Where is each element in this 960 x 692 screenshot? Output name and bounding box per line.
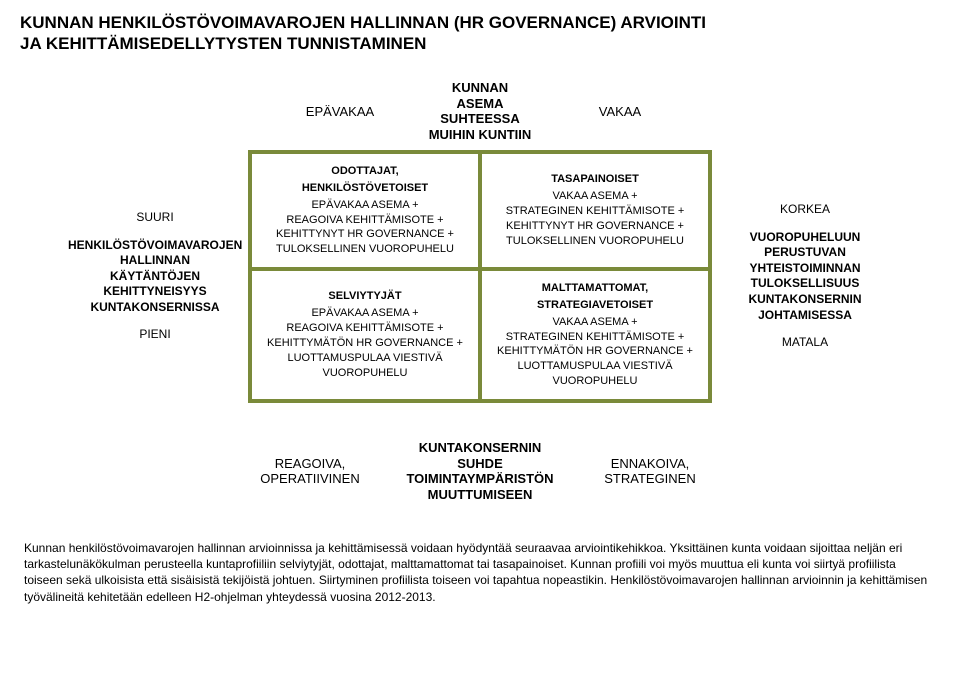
axis-bottom: REAGOIVA, OPERATIIVINEN KUNTAKONSERNIN S… [0,440,960,502]
axis-bottom-right-label: ENNAKOIVA, STRATEGINEN [575,456,725,486]
matrix-container: SUURI HENKILÖSTÖVOIMAVAROJEN HALLINNAN K… [0,150,960,403]
quadrant-grid: ODOTTAJAT, HENKILÖSTÖVETOISET EPÄVAKAA A… [248,150,712,403]
left-axis-label: HENKILÖSTÖVOIMAVAROJEN HALLINNAN KÄYTÄNT… [68,238,242,316]
quadrant-top-left: ODOTTAJAT, HENKILÖSTÖVETOISET EPÄVAKAA A… [250,152,480,269]
page-title: KUNNAN HENKILÖSTÖVOIMAVAROJEN HALLINNAN … [20,12,940,55]
right-axis-top: KORKEA [718,202,892,218]
quadrant-top-right: TASAPAINOISET VAKAA ASEMA + STRATEGINEN … [480,152,710,269]
right-axis-bottom: MATALA [718,335,892,351]
title-line1: KUNNAN HENKILÖSTÖVOIMAVAROJEN HALLINNAN … [20,13,706,32]
quadrant-bottom-left: SELVIYTYJÄT EPÄVAKAA ASEMA + REAGOIVA KE… [250,269,480,401]
quadrant-bottom-right: MALTTAMATTOMAT, STRATEGIAVETOISET VAKAA … [480,269,710,401]
axis-top-left-label: EPÄVAKAA [280,104,400,119]
axis-top: EPÄVAKAA KUNNAN ASEMA SUHTEESSA MUIHIN K… [0,80,960,142]
description-paragraph: Kunnan henkilöstövoimavarojen hallinnan … [24,540,936,605]
axis-bottom-center-label: KUNTAKONSERNIN SUHDE TOIMINTAYMPÄRISTÖN … [395,440,565,502]
axis-bottom-left-label: REAGOIVA, OPERATIIVINEN [235,456,385,486]
left-axis-top: SUURI [68,210,242,226]
right-axis: KORKEA VUOROPUHELUUN PERUSTUVAN YHTEISTO… [712,192,892,361]
axis-top-right-label: VAKAA [560,104,680,119]
left-axis: SUURI HENKILÖSTÖVOIMAVAROJEN HALLINNAN K… [68,200,248,353]
title-line2: JA KEHITTÄMISEDELLYTYSTEN TUNNISTAMINEN [20,34,426,53]
left-axis-bottom: PIENI [68,327,242,343]
right-axis-label: VUOROPUHELUUN PERUSTUVAN YHTEISTOIMINNAN… [718,230,892,324]
axis-top-center-label: KUNNAN ASEMA SUHTEESSA MUIHIN KUNTIIN [410,80,550,142]
